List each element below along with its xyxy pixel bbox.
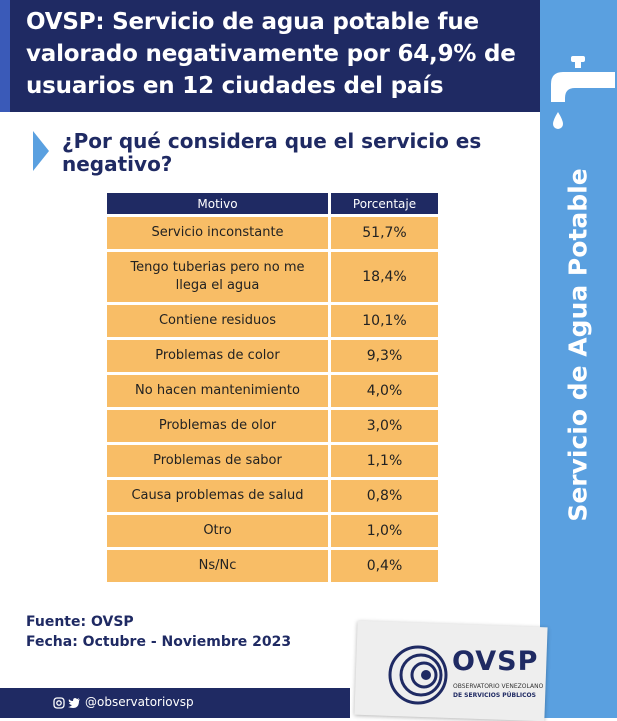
question-heading: ¿Por qué considera que el servicio es ne… — [62, 129, 482, 176]
arrow-marker-icon — [33, 131, 49, 171]
results-table: Motivo Porcentaje Servicio inconstante 5… — [107, 190, 438, 585]
motivo-cell: Otro — [107, 515, 331, 547]
porcentaje-cell: 10,1% — [331, 305, 438, 337]
table-row: Causa problemas de salud 0,8% — [107, 480, 438, 512]
source-fecha: Fecha: Octubre - Noviembre 2023 — [26, 634, 292, 650]
source-note: Fuente: OVSP Fecha: Octubre - Noviembre … — [26, 612, 291, 652]
porcentaje-cell: 1,1% — [331, 445, 438, 477]
column-header-motivo: Motivo — [107, 193, 331, 214]
table-row: Servicio inconstante 51,7% — [107, 217, 438, 249]
logo-name: OVSP — [452, 646, 539, 677]
motivo-cell: Contiene residuos — [107, 305, 331, 337]
page-title: OVSP: Servicio de agua potable fue valor… — [26, 9, 516, 99]
porcentaje-cell: 3,0% — [331, 410, 438, 442]
header-banner — [0, 0, 540, 112]
motivo-cell: Ns/Nc — [107, 550, 331, 582]
header-accent-bar — [0, 0, 10, 112]
porcentaje-cell: 9,3% — [331, 340, 438, 372]
motivo-cell: Tengo tuberias pero no me llega el agua — [107, 252, 331, 302]
porcentaje-cell: 51,7% — [331, 217, 438, 249]
sidebar-panel — [540, 0, 617, 718]
table-row: Problemas de sabor 1,1% — [107, 445, 438, 477]
motivo-cell: Problemas de color — [107, 340, 331, 372]
source-fuente: Fuente: OVSP — [26, 614, 134, 630]
table-row: Problemas de olor 3,0% — [107, 410, 438, 442]
footer-bar — [0, 688, 350, 718]
porcentaje-cell: 1,0% — [331, 515, 438, 547]
porcentaje-cell: 4,0% — [331, 375, 438, 407]
ovsp-logo-icon — [388, 645, 448, 705]
sidebar-title: Servicio de Agua Potable — [563, 168, 593, 522]
motivo-cell: No hacen mantenimiento — [107, 375, 331, 407]
twitter-icon[interactable] — [68, 697, 81, 709]
table-header-row: Motivo Porcentaje — [107, 193, 438, 214]
table-row: Problemas de color 9,3% — [107, 340, 438, 372]
porcentaje-cell: 0,4% — [331, 550, 438, 582]
porcentaje-cell: 0,8% — [331, 480, 438, 512]
motivo-cell: Problemas de sabor — [107, 445, 331, 477]
logo-subtitle-secondary: DE SERVICIOS PÚBLICOS — [453, 692, 536, 699]
table-row: Tengo tuberias pero no me llega el agua … — [107, 252, 438, 302]
motivo-cell: Causa problemas de salud — [107, 480, 331, 512]
logo-subtitle: OBSERVATORIO VENEZOLANO — [453, 683, 544, 690]
table-row: No hacen mantenimiento 4,0% — [107, 375, 438, 407]
table-row: Ns/Nc 0,4% — [107, 550, 438, 582]
motivo-cell: Servicio inconstante — [107, 217, 331, 249]
motivo-cell: Problemas de olor — [107, 410, 331, 442]
social-handle[interactable]: @observatoriovsp — [85, 695, 194, 709]
table-row: Contiene residuos 10,1% — [107, 305, 438, 337]
faucet-icon — [551, 56, 615, 129]
column-header-porcentaje: Porcentaje — [331, 193, 438, 214]
motivo-text: Tengo tuberias pero no me llega el agua — [130, 260, 305, 293]
porcentaje-cell: 18,4% — [331, 252, 438, 302]
instagram-icon[interactable] — [53, 697, 65, 709]
table-row: Otro 1,0% — [107, 515, 438, 547]
